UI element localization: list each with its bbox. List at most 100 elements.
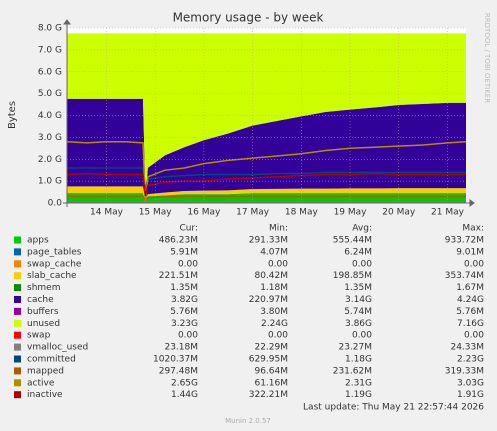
legend-label: slab_cache — [27, 271, 77, 281]
legend-swatch — [14, 343, 21, 351]
legend-stat: 4.07M — [260, 247, 288, 257]
legend-stat: 1.18M — [260, 283, 288, 293]
legend-swatch — [14, 319, 21, 327]
line-series — [67, 172, 466, 197]
legend-stat: 3.23G — [171, 319, 198, 329]
legend-label: committed — [27, 355, 76, 365]
legend-stat: 0.00 — [178, 259, 198, 269]
x-tick-label: 18 May — [285, 208, 319, 218]
legend-stat: 2.31G — [345, 378, 372, 388]
legend-swatch — [14, 272, 21, 280]
legend-stat: 1.35M — [170, 283, 198, 293]
legend-label: shmem — [27, 283, 60, 293]
axes — [63, 19, 475, 207]
y-axis-label: Bytes — [7, 101, 18, 129]
legend-header: Cur: — [179, 224, 198, 234]
legend-stat: 629.95M — [249, 355, 288, 365]
legend-stat: 1.91G — [457, 390, 484, 400]
legend-header: Avg: — [352, 224, 372, 234]
legend-stat: 1.35M — [344, 283, 372, 293]
legend-stat: 23.27M — [338, 343, 372, 353]
legend-header: Max: — [462, 224, 484, 234]
legend-stat: 353.74M — [445, 271, 484, 281]
legend-label: mapped — [27, 366, 64, 376]
area-series — [67, 193, 467, 203]
x-tick-label: 19 May — [334, 208, 368, 218]
legend-stat: 9.01M — [456, 247, 484, 257]
legend-stat: 6.24M — [344, 247, 372, 257]
legend-stat: 1.18G — [345, 355, 372, 365]
legend-label: apps — [27, 236, 49, 246]
x-tick-label: 17 May — [236, 208, 270, 218]
legend-swatch — [14, 260, 21, 268]
y-tick-label: 7.0 G — [38, 45, 62, 55]
legend-label: unused — [27, 319, 60, 329]
legend-stat: 23.18M — [164, 343, 198, 353]
legend-swatch — [14, 367, 21, 375]
legend-stat: 3.14G — [345, 295, 372, 305]
legend-label: swap_cache — [27, 259, 82, 269]
y-tick-label: 2.0 G — [38, 155, 62, 165]
line-series — [67, 195, 466, 203]
y-tick-label: 8.0 G — [38, 24, 62, 34]
legend-stat: 0.00 — [464, 259, 484, 269]
area-series — [67, 186, 467, 202]
legend-stat: 80.42M — [254, 271, 288, 281]
legend-label: cache — [27, 295, 54, 305]
legend-stat: 1020.37M — [153, 355, 198, 365]
legend-stat: 1.19G — [345, 390, 372, 400]
legend-swatch — [14, 379, 21, 387]
legend-stat: 2.23G — [457, 355, 484, 365]
legend-label: page_tables — [27, 247, 82, 257]
legend-stat: 2.65G — [171, 378, 198, 388]
legend-stat: 322.21M — [249, 390, 288, 400]
legend-label: vmalloc_used — [27, 343, 88, 353]
legend-stat: 319.33M — [445, 366, 484, 376]
y-tick-label: 1.0 G — [38, 177, 62, 187]
legend-swatch — [14, 284, 21, 292]
legend-stat: 555.44M — [333, 236, 372, 246]
legend-stat: 3.86G — [345, 319, 372, 329]
legend-stat: 3.80M — [260, 307, 288, 317]
legend-stat: 5.91M — [170, 247, 198, 257]
x-tick-label: 14 May — [90, 208, 124, 218]
legend-stat: 3.82G — [171, 295, 198, 305]
legend-stat: 3.03G — [457, 378, 484, 388]
legend-stat: 198.85M — [333, 271, 372, 281]
legend-swatch — [14, 331, 21, 339]
legend-stat: 231.62M — [333, 366, 372, 376]
version: Munin 2.0.57 — [225, 417, 271, 425]
plot: 0.0 1.0 G 2.0 G 3.0 G 4.0 G 5.0 G 6.0 G 7.0 G 8.… — [38, 24, 467, 218]
legend-stat: 0.00 — [268, 331, 288, 341]
legend-stat: 0.00 — [464, 331, 484, 341]
legend-stat: 5.76M — [170, 307, 198, 317]
area-series — [67, 98, 467, 201]
side-text: RRDTOOL / TOBI OETIKER — [483, 13, 491, 103]
legend-stat: 220.97M — [249, 295, 288, 305]
y-tick-label: 6.0 G — [38, 67, 62, 77]
legend-label: swap — [27, 331, 51, 341]
legend-stat: 0.00 — [352, 331, 372, 341]
legend-label: active — [27, 378, 55, 388]
legend-stat: 96.64M — [254, 366, 288, 376]
legend-swatch — [14, 248, 21, 256]
y-tick-label: 4.0 G — [38, 111, 62, 121]
legend: Cur: Min: Avg: Max: apps 486.23M 291.33M 555.44… — [14, 224, 484, 400]
legend-header: Min: — [269, 224, 288, 234]
legend-stat: 0.00 — [268, 259, 288, 269]
legend-label: inactive — [27, 390, 63, 400]
legend-stat: 291.33M — [249, 236, 288, 246]
x-tick-label: 21 May — [431, 208, 465, 218]
legend-swatch — [14, 355, 21, 363]
legend-stat: 22.29M — [254, 343, 288, 353]
legend-stat: 486.23M — [159, 236, 198, 246]
legend-stat: 0.00 — [178, 331, 198, 341]
legend-stat: 1.67M — [456, 283, 484, 293]
legend-stat: 0.00 — [352, 259, 372, 269]
x-tick-label: 16 May — [187, 208, 221, 218]
legend-swatch — [14, 391, 21, 399]
legend-swatch — [14, 296, 21, 303]
area-series — [67, 33, 467, 196]
legend-stat: 297.48M — [159, 366, 198, 376]
